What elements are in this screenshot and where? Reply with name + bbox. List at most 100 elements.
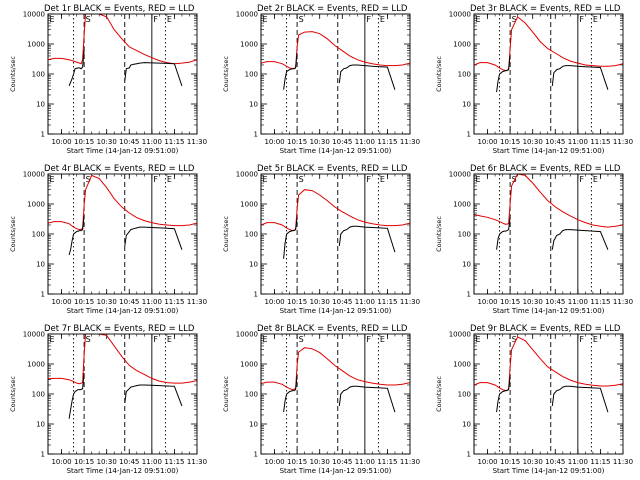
x-tick-label: 11:00: [355, 298, 375, 306]
marker-label: F: [153, 15, 158, 24]
plot-frame: [47, 13, 198, 135]
y-tick-label: 100: [458, 391, 471, 399]
marker-label: E: [380, 335, 385, 344]
series-line-lld-1: [261, 189, 410, 232]
marker-label: F: [579, 175, 584, 184]
panel-title: Det 9r BLACK = Events, RED = LLD: [470, 324, 621, 334]
x-tick-label: 10:00: [264, 138, 284, 146]
series-line-events-0: [68, 215, 85, 256]
series-line-events-0: [68, 50, 85, 87]
x-tick-label: 10:45: [545, 458, 565, 466]
series-line-events-0: [283, 375, 298, 413]
y-tick-label: 10: [462, 421, 471, 429]
x-axis-label: Start Time (14-Jan-12 09:51:00): [67, 147, 179, 155]
x-tick-label: 10:00: [51, 298, 71, 306]
series-line-events-0: [338, 385, 396, 413]
y-tick-label: 1: [41, 291, 45, 299]
x-tick-label: 11:00: [568, 298, 588, 306]
series-line-events-0: [496, 376, 511, 413]
marker-label: S: [299, 335, 304, 344]
x-tick-label: 10:45: [332, 138, 352, 146]
series-line-events-0: [283, 52, 298, 90]
series-line-events-0: [283, 217, 298, 259]
marker-label: E: [593, 335, 598, 344]
y-tick-label: 10: [249, 101, 258, 109]
marker-label: E: [263, 335, 268, 344]
x-tick-label: 10:00: [264, 298, 284, 306]
series-line-events-0: [338, 64, 396, 90]
marker-label: F: [366, 15, 371, 24]
marker-label: E: [263, 15, 268, 24]
x-tick-label: 10:30: [97, 138, 117, 146]
marker-label: S: [86, 175, 91, 184]
plot-frame: [473, 173, 624, 295]
y-tick-label: 10000: [236, 331, 258, 339]
x-axis-label: Start Time (14-Jan-12 09:51:00): [493, 307, 605, 315]
y-axis-label: Counts/sec: [222, 376, 230, 412]
y-tick-label: 10: [249, 421, 258, 429]
x-tick-label: 10:45: [545, 298, 565, 306]
marker-label: E: [476, 15, 481, 24]
y-axis-label: Counts/sec: [222, 216, 230, 252]
series-line-lld-1: [48, 334, 197, 385]
y-tick-label: 100: [32, 71, 45, 79]
y-tick-label: 10: [249, 261, 258, 269]
y-tick-label: 10: [462, 261, 471, 269]
x-tick-label: 10:00: [477, 298, 497, 306]
marker-label: E: [167, 15, 172, 24]
x-tick-label: 10:30: [523, 458, 543, 466]
x-tick-label: 11:00: [142, 138, 162, 146]
series-line-events-0: [124, 226, 183, 250]
x-tick-label: 10:00: [264, 458, 284, 466]
plot-frame: [260, 173, 411, 295]
x-tick-label: 10:15: [500, 138, 520, 146]
panel-title: Det 8r BLACK = Events, RED = LLD: [257, 324, 408, 334]
marker-label: F: [366, 175, 371, 184]
y-tick-label: 1: [254, 291, 258, 299]
x-tick-label: 11:00: [355, 138, 375, 146]
x-tick-label: 11:30: [400, 138, 420, 146]
x-tick-label: 10:30: [310, 458, 330, 466]
marker-label: F: [579, 15, 584, 24]
marker-label: E: [476, 335, 481, 344]
marker-label: E: [263, 175, 268, 184]
y-tick-label: 10000: [449, 11, 471, 19]
x-tick-label: 10:30: [310, 298, 330, 306]
series-line-lld-1: [48, 174, 197, 231]
marker-label: S: [299, 15, 304, 24]
y-tick-label: 1000: [453, 41, 471, 49]
panel-det-8: Det 8r BLACK = Events, RED = LLD Counts/s…: [222, 324, 420, 475]
y-tick-label: 10000: [23, 11, 45, 19]
x-axis-label: Start Time (14-Jan-12 09:51:00): [493, 147, 605, 155]
x-tick-label: 10:30: [523, 298, 543, 306]
plot-frame: [473, 333, 624, 455]
series-line-events-0: [124, 62, 183, 87]
x-tick-label: 11:15: [164, 298, 184, 306]
y-axis-label: Counts/sec: [222, 56, 230, 92]
panel-det-4: Det 4r BLACK = Events, RED = LLD Counts/s…: [9, 164, 207, 315]
y-tick-label: 10000: [236, 171, 258, 179]
x-tick-label: 10:15: [74, 138, 94, 146]
x-tick-label: 10:15: [287, 458, 307, 466]
panel-title: Det 2r BLACK = Events, RED = LLD: [257, 4, 408, 14]
x-axis-label: Start Time (14-Jan-12 09:51:00): [280, 307, 392, 315]
marker-label: E: [593, 175, 598, 184]
panel-title: Det 7r BLACK = Events, RED = LLD: [44, 324, 195, 334]
y-axis-label: Counts/sec: [435, 56, 443, 92]
marker-label: F: [366, 335, 371, 344]
marker-label: S: [512, 335, 517, 344]
x-axis-label: Start Time (14-Jan-12 09:51:00): [67, 307, 179, 315]
marker-label: S: [299, 175, 304, 184]
x-tick-label: 10:00: [51, 458, 71, 466]
series-line-lld-1: [261, 347, 410, 391]
series-line-lld-1: [261, 31, 410, 70]
x-tick-label: 10:30: [310, 138, 330, 146]
y-tick-label: 1000: [27, 361, 45, 369]
x-tick-label: 11:30: [187, 138, 207, 146]
panel-det-5: Det 5r BLACK = Events, RED = LLD Counts/s…: [222, 164, 420, 315]
y-axis-label: Counts/sec: [9, 56, 17, 92]
x-tick-label: 11:15: [590, 298, 610, 306]
y-tick-label: 1: [254, 451, 258, 459]
x-tick-label: 10:15: [287, 138, 307, 146]
y-tick-label: 10000: [236, 11, 258, 19]
